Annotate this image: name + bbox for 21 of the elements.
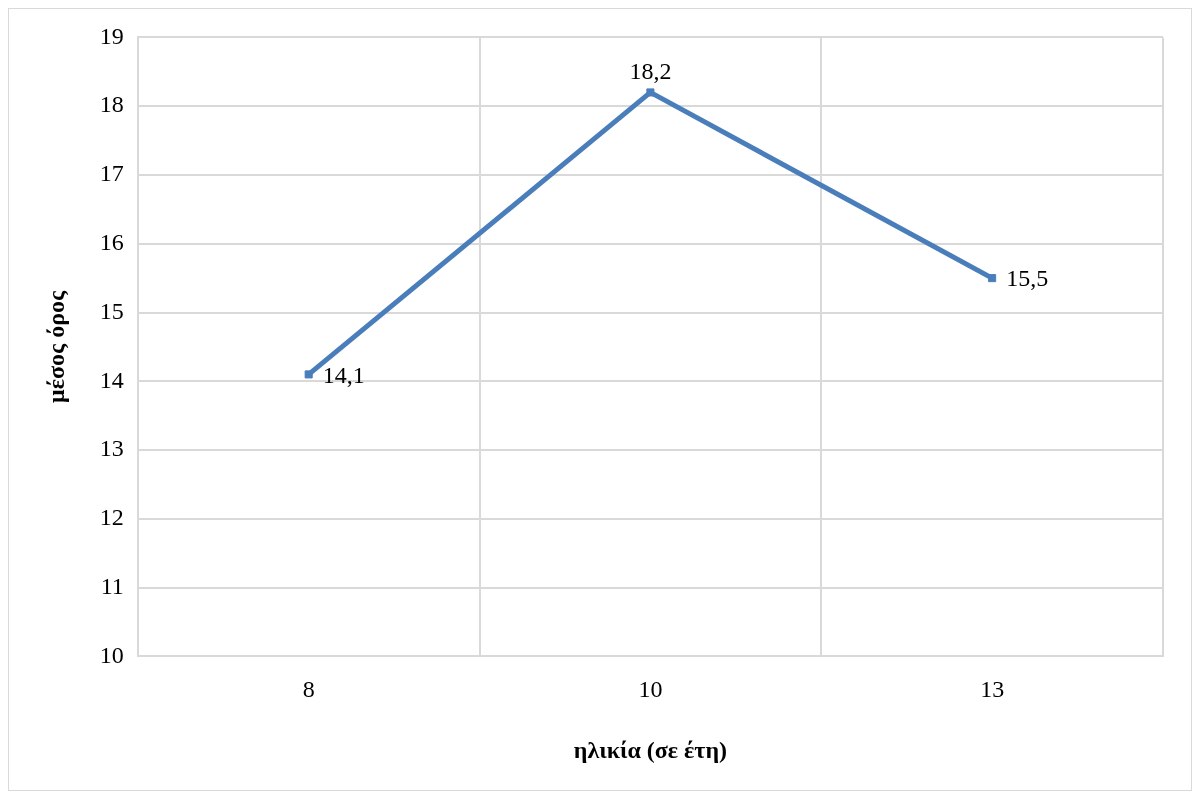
y-tick-label: 18 [99,91,124,118]
y-tick-label: 16 [99,229,124,256]
x-tick-label: 8 [302,676,315,703]
x-tick-label: 10 [638,676,663,703]
y-tick-label: 12 [99,504,124,531]
point [988,274,997,283]
y-tick-label: 17 [99,160,124,187]
point [646,88,655,97]
y-tick-label: 13 [99,435,124,462]
y-tick-label: 15 [99,297,124,324]
x-tick-label: 13 [980,676,1005,703]
data-label: 14,1 [322,361,365,388]
y-tick-label: 11 [100,572,124,599]
data-label: 15,5 [1006,265,1049,292]
y-axis-title: μέσος όρος [42,290,69,403]
data-label: 18,2 [629,57,672,84]
y-tick-label: 10 [99,641,124,668]
point [304,370,313,379]
x-axis-title: ηλικία (σε έτη) [573,736,728,763]
y-tick-label: 14 [99,366,124,393]
y-tick-label: 19 [99,22,124,49]
